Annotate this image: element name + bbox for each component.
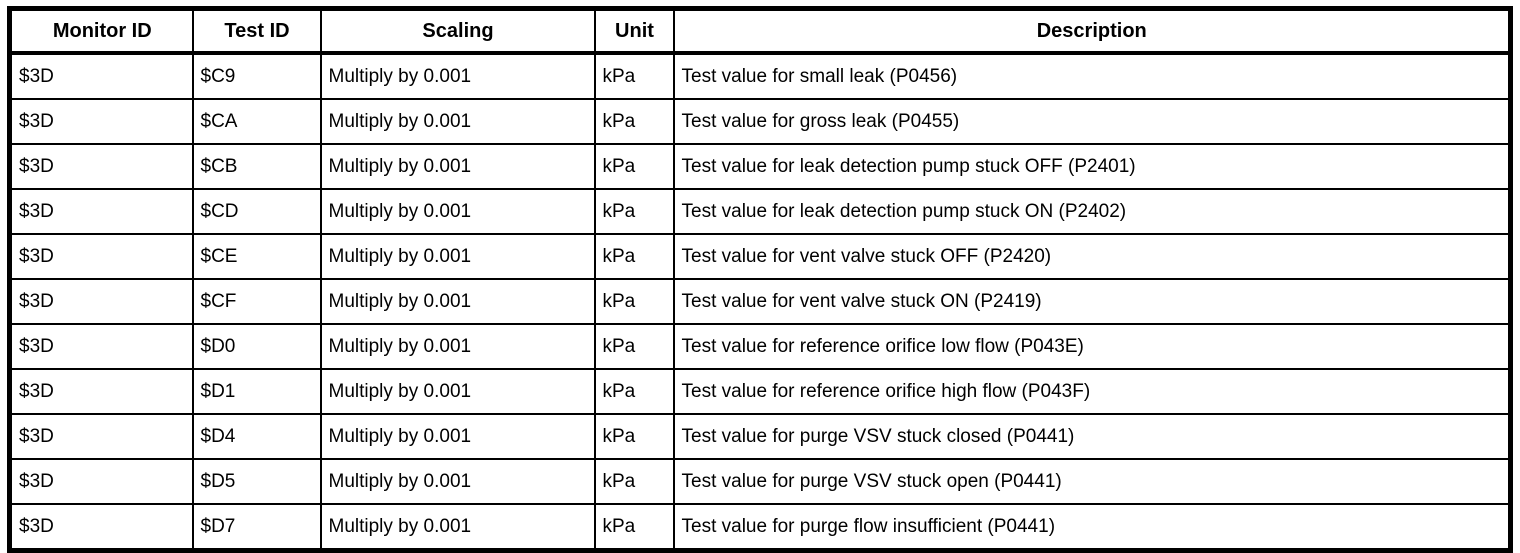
test-id-cell: $D4: [191, 413, 322, 460]
unit-cell: kPa: [593, 188, 675, 235]
scaling-cell: Multiply by 0.001: [319, 503, 596, 552]
monitor-id-cell: $3D: [8, 98, 194, 145]
header-scaling: Scaling: [319, 7, 596, 55]
monitor-id-cell: $3D: [8, 413, 194, 460]
unit-cell: kPa: [593, 98, 675, 145]
monitor-id-cell: $3D: [8, 503, 194, 552]
test-id-cell: $D1: [191, 368, 322, 415]
unit-cell: kPa: [593, 368, 675, 415]
description-cell: Test value for purge VSV stuck open (P04…: [672, 458, 1512, 505]
table-row: $3D $CA Multiply by 0.001 kPa Test value…: [8, 98, 1512, 145]
monitor-id-cell: $3D: [8, 233, 194, 280]
description-cell: Test value for vent valve stuck OFF (P24…: [672, 233, 1512, 280]
scaling-cell: Multiply by 0.001: [319, 143, 596, 190]
test-id-cell: $CA: [191, 98, 322, 145]
description-cell: Test value for purge flow insufficient (…: [672, 503, 1512, 552]
test-id-cell: $CD: [191, 188, 322, 235]
description-cell: Test value for leak detection pump stuck…: [672, 188, 1512, 235]
unit-cell: kPa: [593, 413, 675, 460]
unit-cell: kPa: [593, 278, 675, 325]
test-id-cell: $D0: [191, 323, 322, 370]
description-cell: Test value for small leak (P0456): [672, 52, 1512, 100]
table-row: $3D $D5 Multiply by 0.001 kPa Test value…: [8, 458, 1512, 505]
scaling-cell: Multiply by 0.001: [319, 188, 596, 235]
test-id-cell: $CB: [191, 143, 322, 190]
description-cell: Test value for gross leak (P0455): [672, 98, 1512, 145]
unit-cell: kPa: [593, 458, 675, 505]
monitor-id-cell: $3D: [8, 458, 194, 505]
test-id-cell: $CF: [191, 278, 322, 325]
table-body: $3D $C9 Multiply by 0.001 kPa Test value…: [8, 52, 1512, 552]
unit-cell: kPa: [593, 143, 675, 190]
scaling-cell: Multiply by 0.001: [319, 278, 596, 325]
table-row: $3D $D1 Multiply by 0.001 kPa Test value…: [8, 368, 1512, 415]
header-row: Monitor ID Test ID Scaling Unit Descript…: [8, 7, 1512, 55]
unit-cell: kPa: [593, 503, 675, 552]
table-row: $3D $CF Multiply by 0.001 kPa Test value…: [8, 278, 1512, 325]
description-cell: Test value for purge VSV stuck closed (P…: [672, 413, 1512, 460]
scaling-cell: Multiply by 0.001: [319, 98, 596, 145]
table-header: Monitor ID Test ID Scaling Unit Descript…: [8, 7, 1512, 55]
scaling-cell: Multiply by 0.001: [319, 413, 596, 460]
test-id-cell: $CE: [191, 233, 322, 280]
monitor-id-cell: $3D: [8, 143, 194, 190]
test-id-cell: $C9: [191, 52, 322, 100]
table-row: $3D $CD Multiply by 0.001 kPa Test value…: [8, 188, 1512, 235]
table-row: $3D $D7 Multiply by 0.001 kPa Test value…: [8, 503, 1512, 552]
description-cell: Test value for reference orifice low flo…: [672, 323, 1512, 370]
header-unit: Unit: [593, 7, 675, 55]
monitor-id-cell: $3D: [8, 52, 194, 100]
header-description: Description: [672, 7, 1512, 55]
monitor-id-cell: $3D: [8, 188, 194, 235]
scaling-cell: Multiply by 0.001: [319, 458, 596, 505]
table-row: $3D $CB Multiply by 0.001 kPa Test value…: [8, 143, 1512, 190]
monitor-id-cell: $3D: [8, 278, 194, 325]
scaling-cell: Multiply by 0.001: [319, 323, 596, 370]
scaling-cell: Multiply by 0.001: [319, 368, 596, 415]
monitor-id-cell: $3D: [8, 368, 194, 415]
test-id-cell: $D5: [191, 458, 322, 505]
document-page: Monitor ID Test ID Scaling Unit Descript…: [7, 6, 1513, 553]
monitor-test-table: Monitor ID Test ID Scaling Unit Descript…: [7, 6, 1513, 553]
monitor-id-cell: $3D: [8, 323, 194, 370]
table-row: $3D $D4 Multiply by 0.001 kPa Test value…: [8, 413, 1512, 460]
unit-cell: kPa: [593, 323, 675, 370]
unit-cell: kPa: [593, 233, 675, 280]
header-test-id: Test ID: [191, 7, 322, 55]
description-cell: Test value for vent valve stuck ON (P241…: [672, 278, 1512, 325]
unit-cell: kPa: [593, 52, 675, 100]
scaling-cell: Multiply by 0.001: [319, 52, 596, 100]
test-id-cell: $D7: [191, 503, 322, 552]
table-row: $3D $D0 Multiply by 0.001 kPa Test value…: [8, 323, 1512, 370]
header-monitor-id: Monitor ID: [8, 7, 194, 55]
table-row: $3D $C9 Multiply by 0.001 kPa Test value…: [8, 52, 1512, 100]
description-cell: Test value for reference orifice high fl…: [672, 368, 1512, 415]
description-cell: Test value for leak detection pump stuck…: [672, 143, 1512, 190]
scaling-cell: Multiply by 0.001: [319, 233, 596, 280]
table-row: $3D $CE Multiply by 0.001 kPa Test value…: [8, 233, 1512, 280]
